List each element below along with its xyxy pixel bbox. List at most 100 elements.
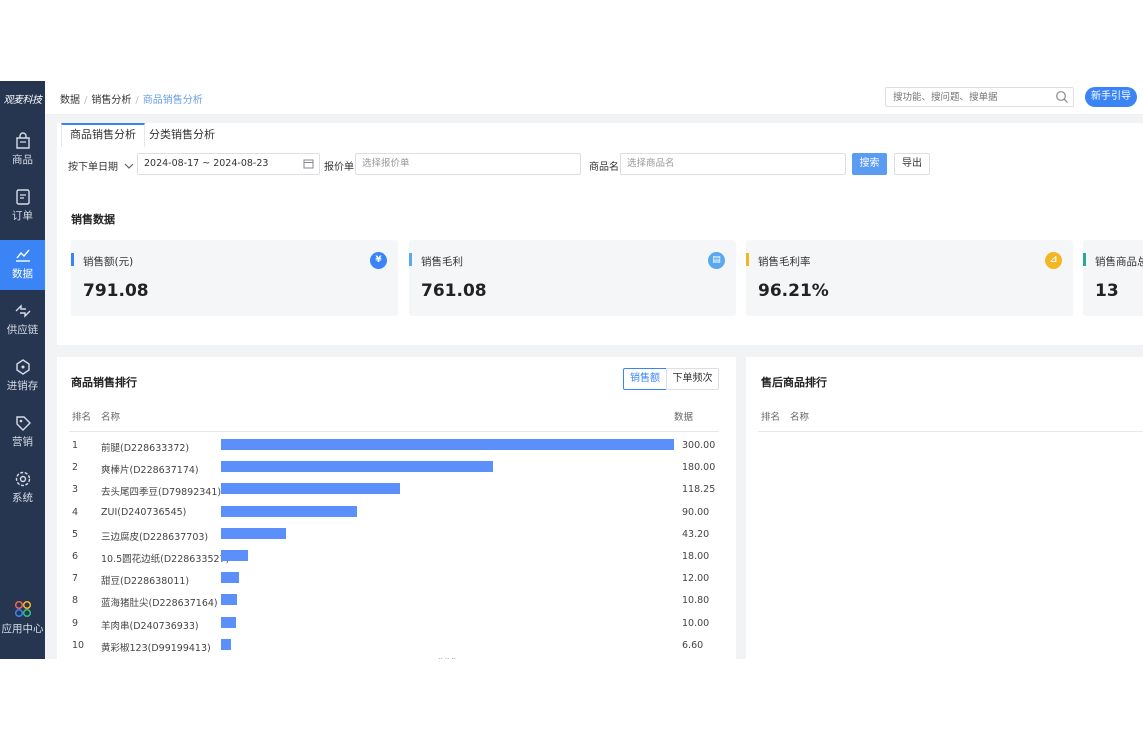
sales-data-title: 销售数据	[71, 213, 115, 226]
table-row: 5 三边腐皮(D228637703) 43.20	[57, 525, 736, 547]
card-accent	[409, 253, 412, 266]
metric-value: 96.21%	[758, 281, 829, 301]
row-value: 180.00	[682, 462, 716, 474]
sidebar-item-order[interactable]: 订单	[0, 182, 45, 232]
document-icon: ▤	[708, 252, 725, 269]
toggle-order-frequency[interactable]: 下单频次	[666, 368, 719, 390]
metric-card-sales-amount: 销售额(元) 791.08 ¥	[71, 240, 398, 316]
apps-icon	[14, 600, 31, 618]
calendar-icon	[303, 159, 314, 169]
ranking-title: 商品销售排行	[71, 376, 137, 389]
date-type-label: 按下单日期	[68, 162, 118, 173]
table-row: 8 蓝海猪肚尖(D228637164) 10.80	[57, 591, 736, 613]
yuan-icon: ¥	[370, 252, 387, 269]
table-row: 2 爽棒片(D228637174) 180.00	[57, 458, 736, 480]
metric-value: 761.08	[421, 281, 487, 301]
card-accent	[71, 253, 74, 266]
row-value: 300.00	[682, 440, 716, 451]
sidebar-item-label: 营销	[12, 436, 33, 448]
date-range-value: 2024-08-17 ~ 2024-08-23	[144, 158, 269, 169]
metric-card-product-total: 销售商品总 13	[1083, 240, 1143, 316]
export-button[interactable]: 导出	[894, 153, 930, 175]
table-row: 9 羊肉串(D240736933) 10.00	[57, 614, 736, 636]
row-value: 90.00	[682, 506, 710, 518]
app-window: 观麦科技 商品 订单 数据 供应链 进销存 营销 系统	[0, 81, 1143, 659]
sidebar-item-data[interactable]: 数据	[0, 240, 45, 290]
metric-label: 销售商品总	[1095, 256, 1143, 268]
truncated-label: ⌄⌄⌄	[437, 653, 458, 659]
row-rank: 1	[72, 440, 79, 451]
order-icon	[15, 189, 30, 205]
sidebar-item-label: 系统	[12, 492, 33, 504]
product-select[interactable]: 选择商品名	[620, 153, 846, 175]
row-rank: 9	[72, 617, 79, 629]
chart-icon	[15, 249, 30, 262]
metric-value: 791.08	[83, 281, 149, 301]
row-value: 12.00	[682, 573, 710, 585]
row-rank: 6	[72, 551, 79, 562]
bag-icon	[15, 132, 30, 149]
header-rank: 排名	[761, 412, 781, 423]
row-rank: 7	[72, 573, 79, 585]
sidebar-item-label: 进销存	[6, 380, 39, 392]
row-bar	[221, 572, 240, 584]
search-input[interactable]	[886, 88, 1046, 106]
date-range-picker[interactable]: 2024-08-17 ~ 2024-08-23	[137, 153, 320, 175]
table-row: 6 10.5圆花边纸(D228633527) 18.00	[57, 547, 736, 569]
toggle-sales-amount[interactable]: 销售额	[623, 368, 667, 390]
row-bar	[221, 439, 674, 450]
top-bar: 数据/销售分析/商品销售分析 新手引导	[45, 81, 1143, 115]
row-bar	[221, 550, 249, 561]
row-name: 去头尾四季豆(D79892341)	[101, 487, 222, 499]
row-name: 黄彩椒123(D99199413)	[101, 642, 211, 654]
sidebar-item-label: 商品	[12, 154, 33, 166]
sidebar-item-inventory[interactable]: 进销存	[0, 352, 45, 402]
row-value: 43.20	[682, 528, 710, 540]
sidebar-item-app-center[interactable]: 应用中心	[0, 593, 45, 643]
product-sales-ranking-panel: 商品销售排行 销售额 下单频次 排名 名称 数据 1 前腿(D228633372)…	[57, 357, 736, 659]
sales-data-panel: 销售数据 销售额(元) 791.08 ¥ 销售毛利 761.08 ▤ 销售毛利率…	[57, 193, 1143, 345]
row-name: 蓝海猪肚尖(D228637164)	[101, 598, 218, 610]
metric-value: 13	[1095, 281, 1119, 301]
breadcrumb-item[interactable]: 数据	[60, 95, 80, 106]
metric-label: 销售毛利率	[758, 256, 811, 268]
row-name: 羊肉串(D240736933)	[101, 620, 199, 632]
row-name: 甜豆(D228638011)	[101, 576, 190, 588]
breadcrumb-item[interactable]: 销售分析	[91, 95, 132, 106]
row-rank: 10	[72, 639, 85, 651]
sidebar-item-label: 供应链	[6, 324, 39, 336]
tab-category-sales[interactable]: 分类销售分析	[149, 128, 215, 141]
header-divider	[758, 431, 1143, 432]
table-row: 7 甜豆(D228638011) 12.00	[57, 569, 736, 591]
row-value: 18.00	[682, 551, 710, 562]
quote-select[interactable]: 选择报价单	[355, 153, 581, 175]
card-accent	[1083, 253, 1086, 266]
search-icon[interactable]	[1055, 90, 1069, 104]
row-value: 118.25	[682, 484, 716, 496]
quote-label: 报价单	[324, 162, 354, 173]
chevron-down-icon	[124, 163, 134, 169]
row-rank: 2	[72, 462, 79, 474]
row-rank: 4	[72, 506, 79, 518]
row-bar	[221, 483, 400, 495]
sidebar-item-supply-chain[interactable]: 供应链	[0, 296, 45, 346]
tab-product-sales[interactable]: 商品销售分析	[61, 123, 145, 147]
metric-label: 销售额(元)	[83, 256, 134, 268]
table-row: 3 去头尾四季豆(D79892341) 118.25	[57, 480, 736, 502]
breadcrumb-separator: /	[135, 95, 139, 106]
after-sales-title: 售后商品排行	[761, 376, 827, 389]
row-value: 6.60	[682, 639, 704, 651]
breadcrumb: 数据 / 销售分析 / 商品销售分析	[60, 91, 203, 106]
header-name: 名称	[101, 412, 121, 423]
breadcrumb-current: 商品销售分析	[142, 95, 203, 106]
search-button[interactable]: 搜索	[852, 153, 887, 175]
date-type-select[interactable]: 按下单日期	[68, 158, 134, 173]
row-name: 三边腐皮(D228637703)	[101, 531, 209, 543]
user-icon: ⊿	[1045, 252, 1062, 269]
sidebar-item-system[interactable]: 系统	[0, 464, 45, 514]
guide-button[interactable]: 新手引导	[1085, 87, 1137, 107]
row-bar	[221, 594, 238, 606]
row-bar	[221, 638, 231, 650]
sidebar-item-marketing[interactable]: 营销	[0, 408, 45, 458]
sidebar-item-product[interactable]: 商品	[0, 126, 45, 176]
